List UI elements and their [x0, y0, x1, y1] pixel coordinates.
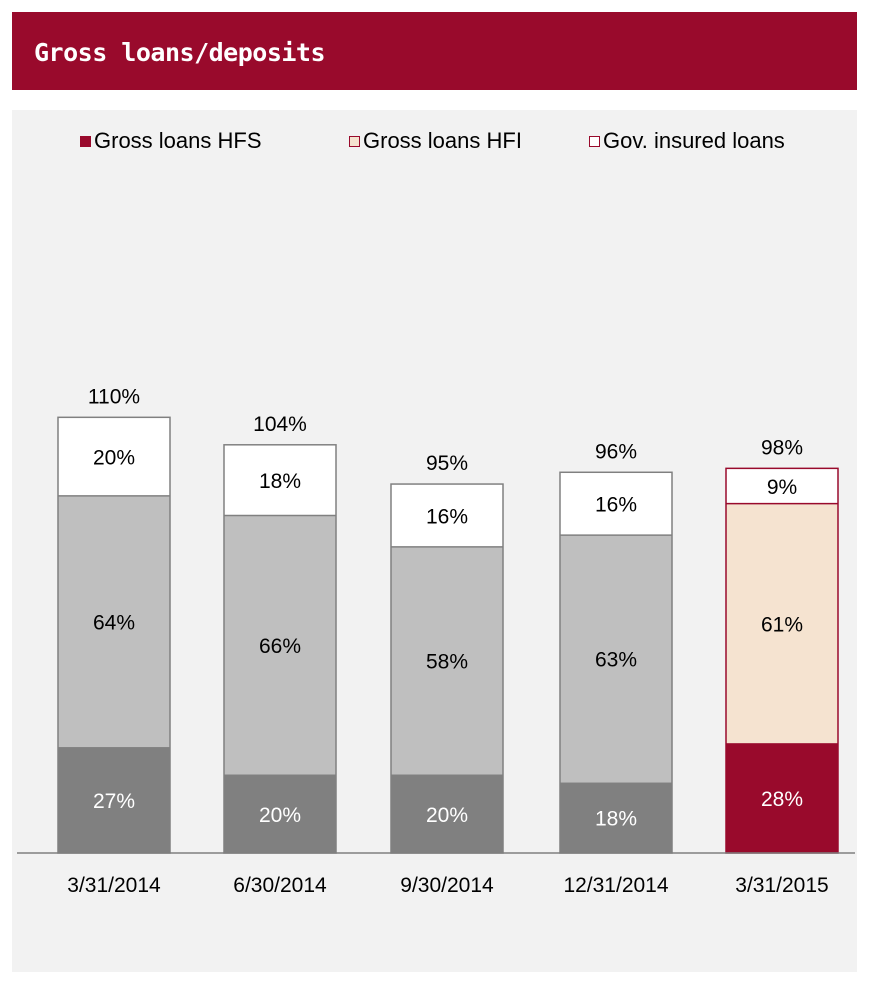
- legend-swatch-insured: [589, 135, 600, 147]
- chart-legend: Gross loans HFS Gross loans HFI Gov. ins…: [70, 128, 840, 158]
- total-label-3: 95%: [426, 452, 468, 475]
- data-label-insured-1: 20%: [93, 447, 135, 470]
- bar-segment-hfs-4: [560, 782, 672, 853]
- data-label-insured-2: 18%: [259, 470, 301, 493]
- legend-item-hfi: Gross loans HFI: [349, 128, 522, 154]
- data-label-hfs-5: 28%: [761, 788, 803, 811]
- data-label-hfs-2: 20%: [259, 804, 301, 827]
- x-tick-label-3: 9/30/2014: [400, 874, 494, 897]
- total-label-4: 96%: [595, 440, 637, 463]
- data-label-insured-5: 9%: [767, 476, 797, 499]
- chart-header: Gross loans/deposits: [12, 12, 857, 90]
- legend-label-hfi: Gross loans HFI: [363, 128, 522, 153]
- data-label-hfi-3: 58%: [426, 651, 468, 674]
- labels-group: 27% 64% 20% 110% 3/31/2014 20% 66% 18% 104% 6/30/…: [67, 385, 828, 897]
- legend-item-hfs: Gross loans HFS: [80, 128, 262, 154]
- bar-segment-hfs-1: [58, 747, 170, 853]
- data-label-hfi-4: 63%: [595, 649, 637, 672]
- bar-segment-insured-1: [58, 417, 170, 496]
- bar-segment-hfi-2: [224, 515, 336, 775]
- bar-segment-hfs-3: [391, 774, 503, 853]
- total-label-2: 104%: [253, 413, 307, 436]
- legend-swatch-hfi: [349, 135, 360, 147]
- bar-segment-hfi-1: [58, 495, 170, 748]
- x-tick-label-4: 12/31/2014: [563, 874, 668, 897]
- data-label-insured-4: 16%: [595, 494, 637, 517]
- data-label-hfi-1: 64%: [93, 611, 135, 634]
- data-label-hfs-3: 20%: [426, 804, 468, 827]
- total-label-5: 98%: [761, 436, 803, 459]
- bar-segment-insured-3: [391, 484, 503, 547]
- x-tick-label-2: 6/30/2014: [233, 874, 327, 897]
- bar-segment-hfi-5: [726, 503, 838, 744]
- legend-label-hfs: Gross loans HFS: [94, 128, 262, 153]
- legend-label-insured: Gov. insured loans: [603, 128, 785, 153]
- data-label-hfi-5: 61%: [761, 613, 803, 636]
- x-tick-label-1: 3/31/2014: [67, 874, 161, 897]
- bar-segment-hfs-5: [726, 743, 838, 853]
- bar-segment-hfs-2: [224, 774, 336, 853]
- x-tick-label-5: 3/31/2015: [735, 874, 828, 897]
- chart-title: Gross loans/deposits: [34, 38, 326, 67]
- bar-segment-insured-4: [560, 472, 672, 536]
- data-label-hfi-2: 66%: [259, 635, 301, 658]
- legend-item-insured: Gov. insured loans: [589, 128, 785, 154]
- data-label-hfs-4: 18%: [595, 808, 637, 831]
- data-label-insured-3: 16%: [426, 505, 468, 528]
- data-label-hfs-1: 27%: [93, 790, 135, 813]
- bar-segment-hfi-3: [391, 546, 503, 775]
- bars-group: [57, 416, 839, 854]
- bar-segment-insured-2: [224, 444, 336, 516]
- total-label-1: 110%: [88, 385, 140, 408]
- bar-segment-insured-5: [726, 468, 838, 504]
- legend-swatch-hfs: [80, 135, 91, 147]
- bar-segment-hfi-4: [560, 535, 672, 783]
